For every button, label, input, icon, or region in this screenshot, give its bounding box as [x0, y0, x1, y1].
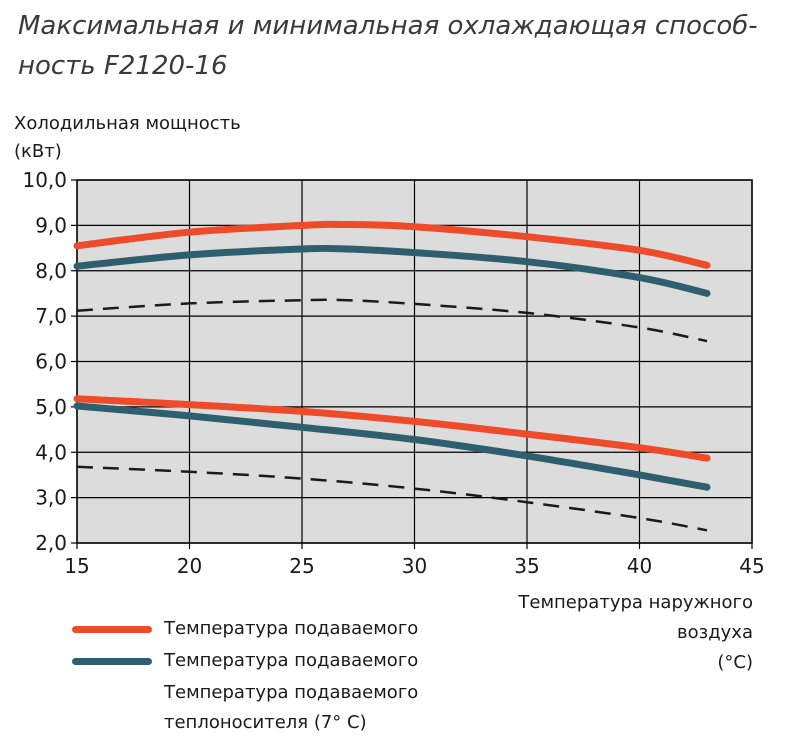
y-tick-label-1: 3,0 [35, 486, 67, 510]
y-tick-label-0: 2,0 [35, 531, 67, 555]
y-tick-label-8: 10,0 [22, 168, 67, 192]
y-tick-label-6: 8,0 [35, 259, 67, 283]
legend-label-teal: Температура подаваемого [164, 646, 418, 676]
y-tick-label-4: 6,0 [35, 350, 67, 374]
chart-title-line-1: Максимальная и минимальная охлаждающая с… [18, 11, 758, 41]
series-line-max-teal [73, 244, 711, 297]
series-line-min-teal [73, 402, 711, 491]
series-line-min-dash [76, 465, 708, 532]
legend-label-red-text: Температура подаваемого [164, 618, 419, 639]
series-line-min-red [73, 395, 711, 462]
series-line-max-red [73, 220, 711, 269]
legend-swatch-teal [72, 658, 152, 665]
legend-label-red: Температура подаваемого [164, 614, 418, 644]
x-tick-label-35: 35 [514, 554, 539, 578]
y-tick-label-7: 9,0 [35, 213, 67, 237]
x-tick-label-30: 30 [402, 554, 427, 578]
y-axis-label-line-2: (кВт) [14, 141, 62, 162]
plot-frame [76, 179, 753, 544]
legend-label-dashed-line-2: теплоносителя (7° C) [164, 712, 367, 733]
legend-swatch-red [72, 626, 152, 633]
chart-title: Максимальная и минимальная охлаждающая с… [18, 6, 788, 86]
y-axis-label: Холодильная мощность (кВт) [14, 110, 241, 166]
y-tick-label-5: 7,0 [35, 304, 67, 328]
x-axis-label: Температура наружного воздуха (°C) [518, 588, 753, 678]
x-axis-label-line-2: воздуха [677, 622, 753, 643]
chart-title-line-2: ность F2120-16 [18, 51, 228, 81]
x-axis-label-line-3: (°C) [717, 652, 753, 673]
legend-label-dashed-line-1: Температура подаваемого [164, 682, 419, 703]
y-tick-label-2: 4,0 [35, 440, 67, 464]
legend-label-dashed: Температура подаваемого теплоносителя (7… [164, 678, 418, 738]
x-axis-label-line-1: Температура наружного [518, 592, 753, 613]
chart-plot: 15 20 25 30 35 40 45 2,0 3,0 4,0 5,0 6,0 7,0 8,0 9,0 10… [22, 168, 764, 578]
y-tick-label-3: 5,0 [35, 395, 67, 419]
x-tick-label-15: 15 [64, 554, 89, 578]
legend-label-teal-text: Температура подаваемого [164, 650, 419, 671]
y-axis-label-line-1: Холодильная мощность [14, 113, 241, 134]
x-tick-label-45: 45 [739, 554, 764, 578]
series-line-max-dash [76, 298, 708, 343]
x-tick-label-40: 40 [627, 554, 652, 578]
x-tick-label-20: 20 [177, 554, 202, 578]
x-tick-label-25: 25 [289, 554, 314, 578]
